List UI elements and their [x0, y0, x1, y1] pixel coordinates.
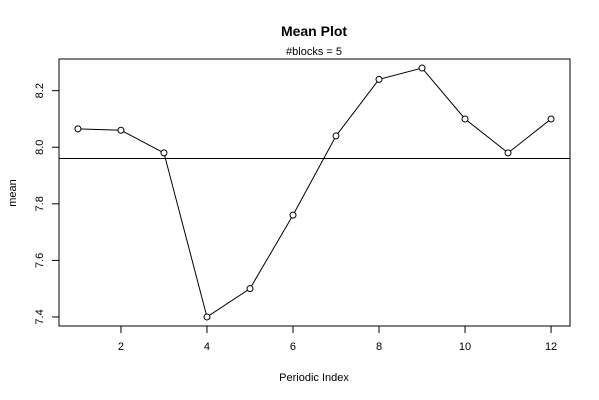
series-line [77, 67, 552, 318]
data-point [461, 115, 469, 123]
data-point [203, 313, 211, 321]
x-tick-label: 6 [290, 341, 296, 353]
y-tick-label: 7.4 [34, 309, 46, 324]
chart-title: Mean Plot [281, 23, 347, 39]
x-tick-label: 10 [459, 341, 471, 353]
x-tick-label: 12 [545, 341, 557, 353]
x-tick-label: 2 [118, 341, 124, 353]
plot-frame [58, 58, 571, 327]
y-tick-label: 8.2 [34, 83, 46, 98]
y-tick-label: 8.0 [34, 140, 46, 155]
data-point [504, 149, 512, 157]
data-point [117, 126, 125, 134]
data-point [547, 115, 555, 123]
y-axis-label: mean [7, 179, 19, 207]
data-point [74, 125, 82, 133]
x-axis-label: Periodic Index [279, 372, 349, 384]
chart-subtitle: #blocks = 5 [286, 46, 342, 58]
data-point [418, 64, 426, 72]
y-axis: 7.4 7.6 7.8 8.0 8.2 [34, 83, 59, 325]
data-point [160, 149, 168, 157]
data-point [332, 132, 340, 140]
y-tick-label: 7.8 [34, 196, 46, 211]
x-axis: 2 4 6 8 10 12 [118, 326, 557, 353]
x-tick-label: 4 [204, 341, 210, 353]
x-tick-label: 8 [376, 341, 382, 353]
data-point [246, 285, 254, 293]
series-points [74, 64, 555, 321]
data-point [289, 211, 297, 219]
data-point [375, 75, 383, 83]
y-tick-label: 7.6 [34, 253, 46, 268]
